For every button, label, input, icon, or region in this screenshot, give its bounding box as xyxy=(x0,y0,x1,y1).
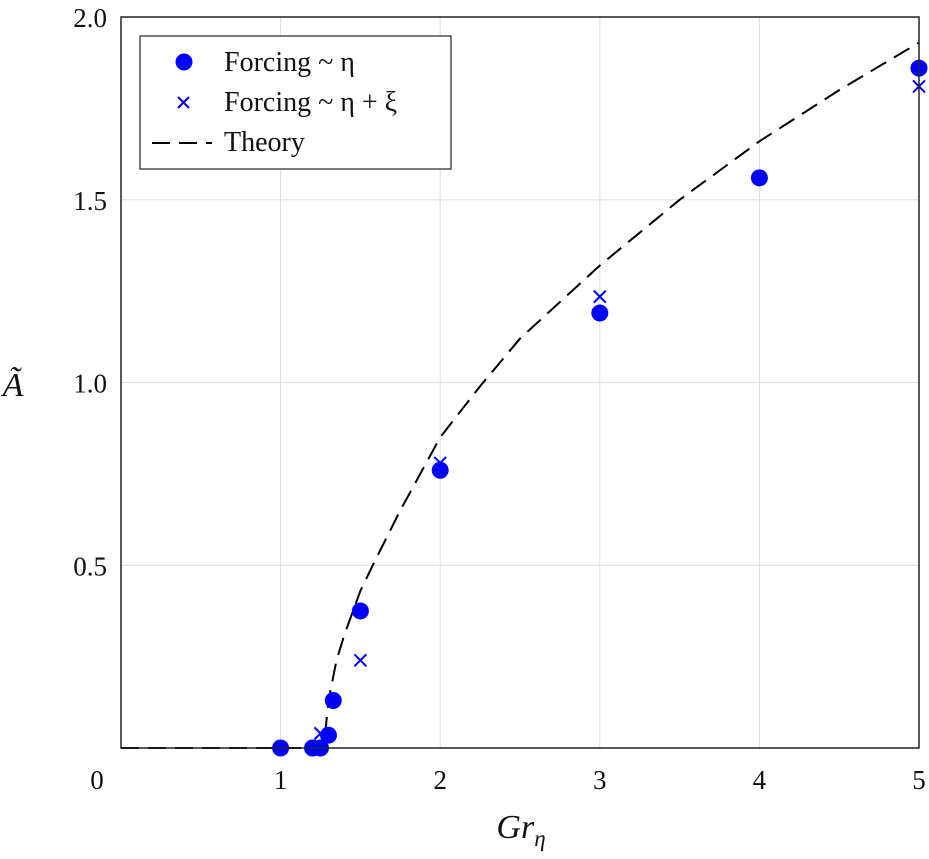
x-tick-label: 2 xyxy=(433,765,447,795)
y-tick-labels: 0.5 1.0 1.5 2.0 xyxy=(73,3,107,581)
x-tick-label: 0 xyxy=(90,765,104,795)
y-tick-label: 1.5 xyxy=(73,186,107,216)
circle-marker-point xyxy=(324,691,342,709)
legend-label-theory: Theory xyxy=(224,127,305,158)
x-axis-label-subscript: η xyxy=(534,826,545,851)
x-marker-point xyxy=(353,653,368,667)
y-tick-label: 2.0 xyxy=(73,3,107,33)
x-axis-label: Grη xyxy=(496,809,545,851)
circle-marker-point xyxy=(750,169,768,187)
x-tick-label: 4 xyxy=(753,765,767,795)
x-tick-label: 1 xyxy=(274,765,288,795)
x-tick-label: 5 xyxy=(912,765,926,795)
y-tick-label: 1.0 xyxy=(73,369,107,399)
legend-box xyxy=(139,35,452,170)
y-tick-label: 0.5 xyxy=(73,551,107,581)
circle-marker-point xyxy=(591,304,609,322)
plot-frame xyxy=(120,16,920,749)
y-axis-label: Ã xyxy=(1,367,24,404)
x-marker-stroke xyxy=(353,653,368,667)
x-tick-label: 3 xyxy=(593,765,607,795)
legend-circle-marker xyxy=(175,53,193,71)
x-marker-point xyxy=(593,289,607,304)
x-marker-stroke xyxy=(593,289,607,304)
legend: Forcing ~ η Forcing ~ η + ξ Theory xyxy=(139,35,452,170)
legend-label-forcing-eta-xi: Forcing ~ η + ξ xyxy=(224,87,397,118)
x-tick-labels: 0 1 2 3 4 5 xyxy=(90,765,926,795)
circle-marker-point xyxy=(351,602,369,620)
circle-marker-point xyxy=(431,461,449,479)
theory-curve xyxy=(121,41,920,749)
legend-x-marker xyxy=(177,96,190,109)
theory-layer xyxy=(121,41,920,749)
circle-marker-point xyxy=(319,726,337,744)
legend-label-forcing-eta: Forcing ~ η xyxy=(224,47,355,78)
